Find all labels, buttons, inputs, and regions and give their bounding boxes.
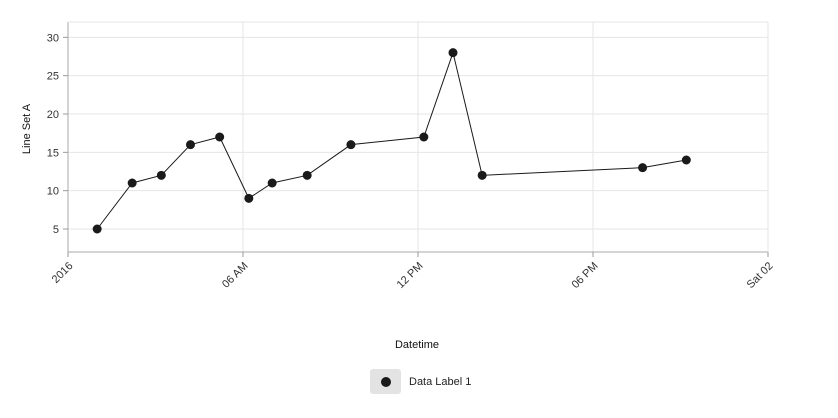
legend[interactable]: Data Label 1 [370, 369, 471, 394]
data-point [267, 178, 277, 188]
y-tick-label: 30 [47, 32, 59, 44]
y-tick-label: 10 [47, 186, 59, 198]
legend-marker-icon [380, 376, 391, 387]
data-point [681, 155, 691, 165]
data-point [477, 170, 487, 180]
y-axis-title: Line Set A [21, 103, 33, 154]
x-axis-title: Datetime [395, 339, 439, 351]
x-tick-label: 06 AM [220, 260, 251, 291]
x-tick-label: 06 PM [570, 260, 601, 291]
x-tick-label: Sat 02 [745, 260, 776, 291]
data-point [638, 163, 648, 173]
legend-swatch[interactable] [370, 369, 401, 394]
data-point [302, 170, 312, 180]
x-axis-ticks: 2016 06 AM 12 PM 06 PM Sat 02 [50, 252, 776, 291]
chart-series [92, 48, 691, 234]
y-tick-label: 25 [47, 71, 59, 83]
data-point [156, 170, 166, 180]
chart-grid [67, 22, 769, 252]
data-point [186, 140, 195, 150]
legend-label: Data Label 1 [409, 375, 472, 388]
data-point [244, 193, 254, 203]
data-point [448, 48, 458, 58]
y-tick-label: 5 [53, 224, 59, 236]
series-line [96, 50, 687, 230]
data-point [92, 224, 102, 234]
x-tick-label: 12 PM [395, 260, 426, 291]
y-tick-label: 20 [47, 109, 59, 121]
data-point [346, 140, 356, 150]
x-tick-label: 2016 [50, 260, 76, 286]
y-tick-label: 15 [47, 147, 59, 159]
data-point [127, 178, 137, 188]
y-axis-ticks: 5 10 15 20 25 30 [47, 32, 68, 236]
data-point [419, 132, 429, 142]
data-point [215, 132, 225, 142]
